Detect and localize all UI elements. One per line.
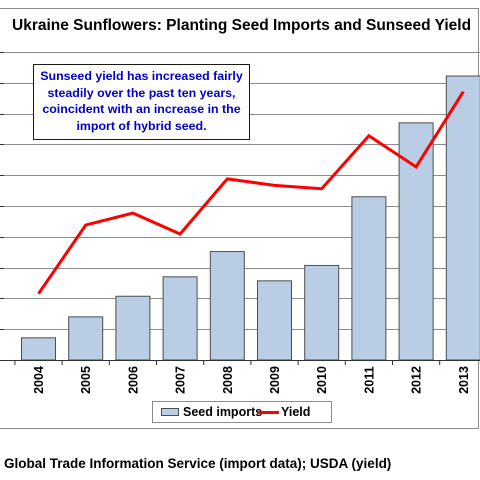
x-tick-label-2013: 2013	[457, 366, 471, 394]
bar-seed-imports-2008	[209, 251, 245, 361]
bar-seed-imports-2005	[68, 316, 104, 361]
legend-label-yield: Yield	[281, 405, 311, 419]
bar-seed-imports-2013	[445, 75, 480, 361]
chart-title: Ukraine Sunflowers: Planting Seed Import…	[12, 17, 472, 34]
legend-swatch-seed-imports	[161, 408, 179, 416]
bar-seed-imports-2012	[398, 122, 434, 361]
chart-legend: Seed imports Yield	[152, 401, 332, 423]
x-tick-labels: 2004 2005 2006 2007 2008 2009 2010 2011 2012 2013	[14, 360, 471, 394]
x-tick-label-2005: 2005	[79, 366, 93, 394]
x-tick-label-2009: 2009	[268, 366, 282, 394]
x-tick-label-2010: 2010	[315, 366, 329, 394]
bar-seed-imports-2006	[115, 295, 151, 361]
bar-seed-imports-2011	[351, 196, 387, 361]
bar-seed-imports-2004	[21, 337, 56, 361]
x-tick-label-2004: 2004	[32, 366, 46, 394]
x-tick-label-2008: 2008	[221, 366, 235, 394]
x-tick-label-2011: 2011	[362, 366, 376, 393]
yield-series	[37, 90, 465, 295]
bar-seed-imports-2009	[257, 280, 292, 361]
source-note: Global Trade Information Service (import…	[4, 456, 392, 471]
legend-swatch-yield	[257, 411, 279, 414]
bar-seed-imports-2007	[162, 276, 198, 361]
x-tick-label-2007: 2007	[174, 366, 188, 394]
legend-label-seed-imports: Seed imports	[183, 405, 263, 419]
bar-seed-imports-2010	[304, 264, 340, 361]
x-tick-label-2006: 2006	[126, 366, 140, 394]
yield-line	[37, 90, 465, 295]
x-tick-label-2012: 2012	[410, 366, 424, 394]
annotation-box: Sunseed yield has increased fairly stead…	[33, 64, 250, 140]
bars	[21, 75, 480, 361]
